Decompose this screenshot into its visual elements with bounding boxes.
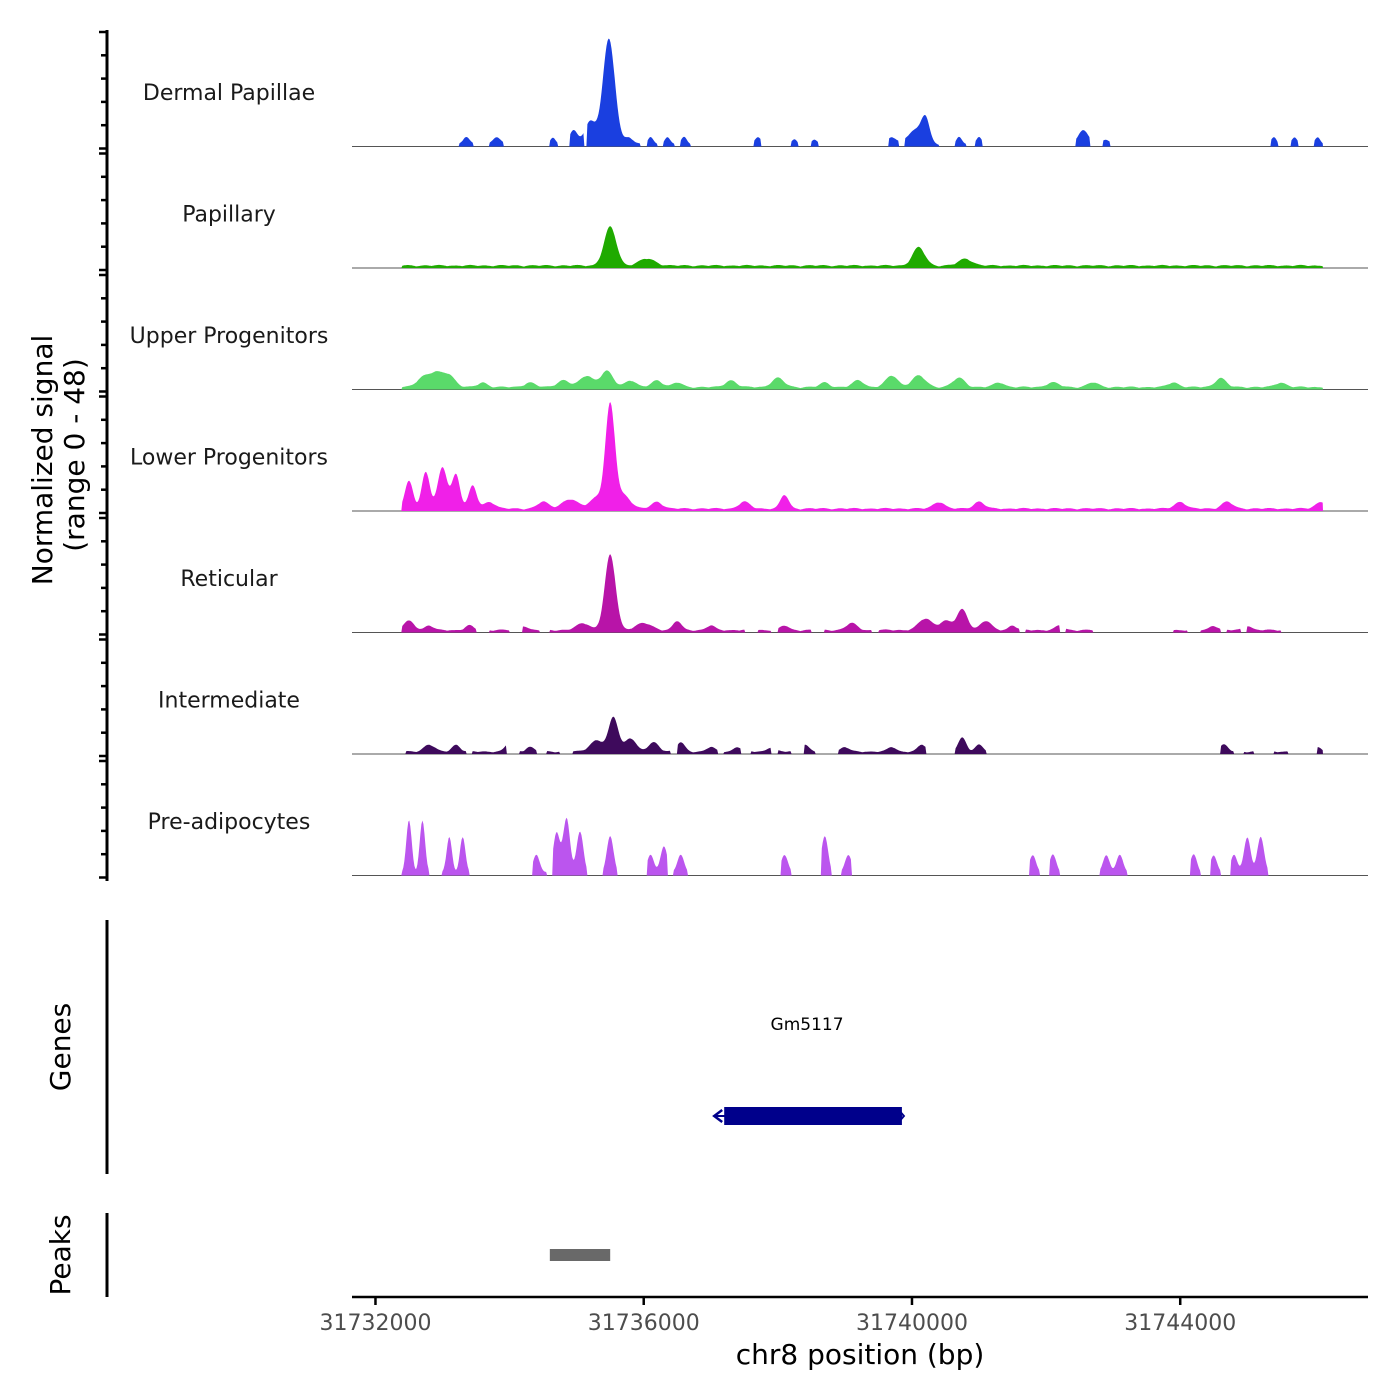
peaks-panel-title: Peaks: [44, 1214, 77, 1295]
track-label-lower-progenitors: Lower Progenitors: [130, 446, 328, 471]
signal-area-lower-progenitors: [352, 402, 1323, 511]
y-axis-title-line2: (range 0 - 48): [58, 358, 91, 552]
signal-area-reticular: [352, 554, 1323, 633]
genes-panel-title: Genes: [44, 1003, 77, 1091]
signal-tracks: Dermal Papillae Papillary Upper Progenitor…: [130, 38, 1368, 876]
signal-area-upper-progenitors: [352, 370, 1323, 390]
track-label-pre-adipocytes: Pre-adipocytes: [148, 810, 311, 835]
x-axis-title: chr8 position (bp): [736, 1338, 985, 1371]
gene-end-cap: [897, 1108, 906, 1124]
track-label-intermediate: Intermediate: [158, 689, 300, 714]
x-tick-label: 31732000: [319, 1311, 431, 1336]
genes-track: Gm5117: [712, 1015, 906, 1125]
x-tick-label: 31740000: [856, 1311, 968, 1336]
gene-label: Gm5117: [771, 1015, 844, 1035]
signal-y-axis-ticks: [99, 30, 107, 879]
signal-area-intermediate: [352, 716, 1323, 754]
x-tick-label: 31736000: [588, 1311, 700, 1336]
track-label-reticular: Reticular: [180, 567, 278, 592]
x-axis-ticks: 31732000 31736000 31740000 31744000: [319, 1297, 1236, 1336]
signal-area-dermal-papillae: [352, 38, 1323, 147]
track-label-dermal-papillae: Dermal Papillae: [143, 81, 315, 106]
peak-region: [549, 1249, 611, 1261]
signal-area-pre-adipocytes: [352, 817, 1323, 876]
track-label-upper-progenitors: Upper Progenitors: [130, 324, 329, 349]
x-tick-label: 31744000: [1124, 1311, 1236, 1336]
y-axis-title-line1: Normalized signal: [26, 335, 59, 586]
gene-strand-arrow: [712, 1109, 723, 1123]
track-label-papillary: Papillary: [182, 203, 276, 228]
gene-exon-block: [724, 1107, 902, 1125]
peaks-track: [549, 1249, 611, 1261]
signal-area-papillary: [352, 226, 1323, 268]
